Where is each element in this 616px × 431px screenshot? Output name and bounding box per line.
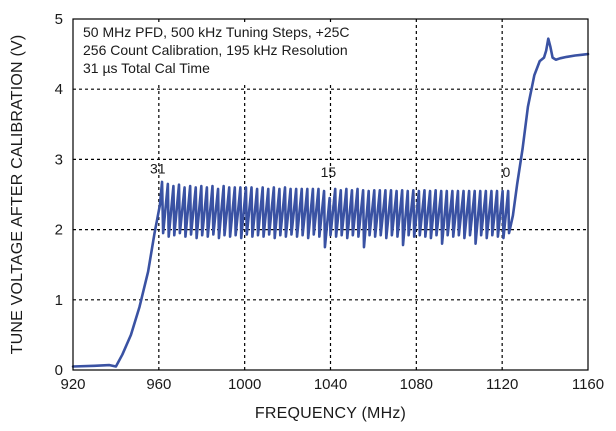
y-axis-label: TUNE VOLTAGE AFTER CALIBRATION (V) <box>9 35 26 355</box>
annotation-line-2: 256 Count Calibration, 195 kHz Resolutio… <box>83 42 348 58</box>
x-tick-label: 920 <box>60 376 85 393</box>
x-tick-label: 960 <box>146 376 171 393</box>
annotation-box <box>76 22 406 84</box>
y-tick-label: 4 <box>55 81 63 98</box>
plot-frame <box>72 18 589 371</box>
x-tick-label: 1040 <box>314 376 347 393</box>
tune-voltage-trace <box>71 37 590 368</box>
y-tick-label: 0 <box>55 362 63 379</box>
x-axis-label: FREQUENCY (MHz) <box>255 405 406 422</box>
y-tick-label: 5 <box>55 11 63 28</box>
calibration-count-label: 31 <box>150 160 166 176</box>
annotation-line-3: 31 µs Total Cal Time <box>83 60 210 76</box>
x-tick-label: 1080 <box>400 376 433 393</box>
calibration-count-label: 0 <box>503 164 511 180</box>
x-tick-label: 1160 <box>572 376 604 393</box>
y-tick-label: 1 <box>55 292 63 309</box>
x-tick-label: 1000 <box>228 376 261 393</box>
y-tick-label: 3 <box>55 151 63 168</box>
plot-series <box>71 37 590 368</box>
point-labels: 31 15 0 <box>150 160 511 180</box>
y-tick-label: 2 <box>55 222 63 239</box>
annotation-line-1: 50 MHz PFD, 500 kHz Tuning Steps, +25C <box>83 24 350 40</box>
tick-labels: 920 960 1000 1040 1080 1120 1160 0 1 2 3 4 5 <box>55 11 604 393</box>
x-tick-label: 1120 <box>486 376 518 393</box>
calibration-count-label: 15 <box>321 164 337 180</box>
